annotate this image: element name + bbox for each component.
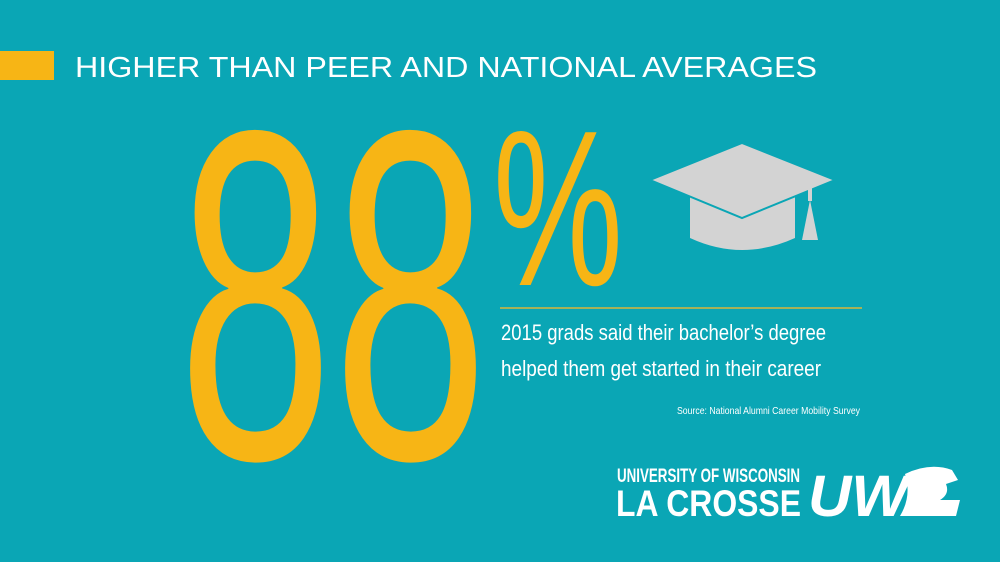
tassel-cord [808, 183, 812, 201]
logo: UNIVERSITY OF WISCONSIN LA CROSSE UW [616, 464, 960, 529]
logo-mark: UW [808, 464, 912, 529]
stat-symbol: % [493, 85, 623, 333]
logo-line: UNIVERSITY OF WISCONSIN [617, 466, 800, 487]
description-line: 2015 grads said their bachelor’s degree [501, 320, 826, 345]
description-line: helped them get started in their career [501, 356, 821, 381]
cap-board [647, 141, 838, 220]
title: HIGHER THAN PEER AND NATIONAL AVERAGES [75, 52, 817, 84]
logo-line: LA CROSSE [616, 483, 801, 524]
source: Source: National Alumni Career Mobility … [677, 406, 860, 417]
logo-eagle [900, 466, 960, 516]
tassel [802, 200, 818, 240]
accent-bar [0, 51, 54, 80]
graduation-cap-icon [647, 141, 838, 250]
stat-number: 88 [178, 33, 488, 558]
